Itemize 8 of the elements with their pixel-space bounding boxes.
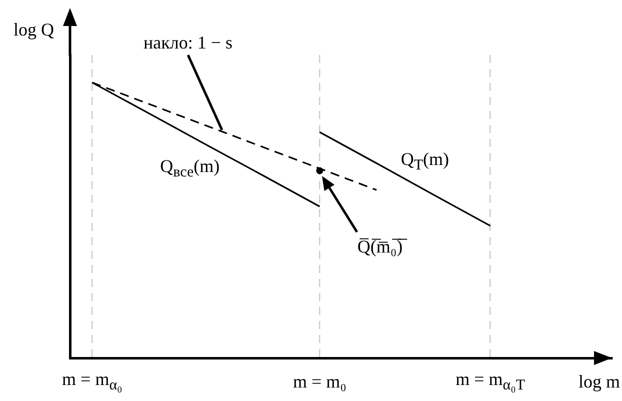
x-axis-title: log m xyxy=(578,372,620,392)
x-tick-label: m = m$_{α₀T}$ xyxy=(456,369,525,395)
text: накло: 1 − s xyxy=(143,32,233,54)
x-tick-label: m = m₀ xyxy=(292,372,346,392)
x-tick-label: m = m$_{α₀}$ xyxy=(62,369,122,395)
series-label: Q$_{все}$(m) xyxy=(160,156,220,182)
y-axis-title: log Q xyxy=(14,20,54,40)
series-label: Q$_{T}$(m) xyxy=(400,149,450,175)
